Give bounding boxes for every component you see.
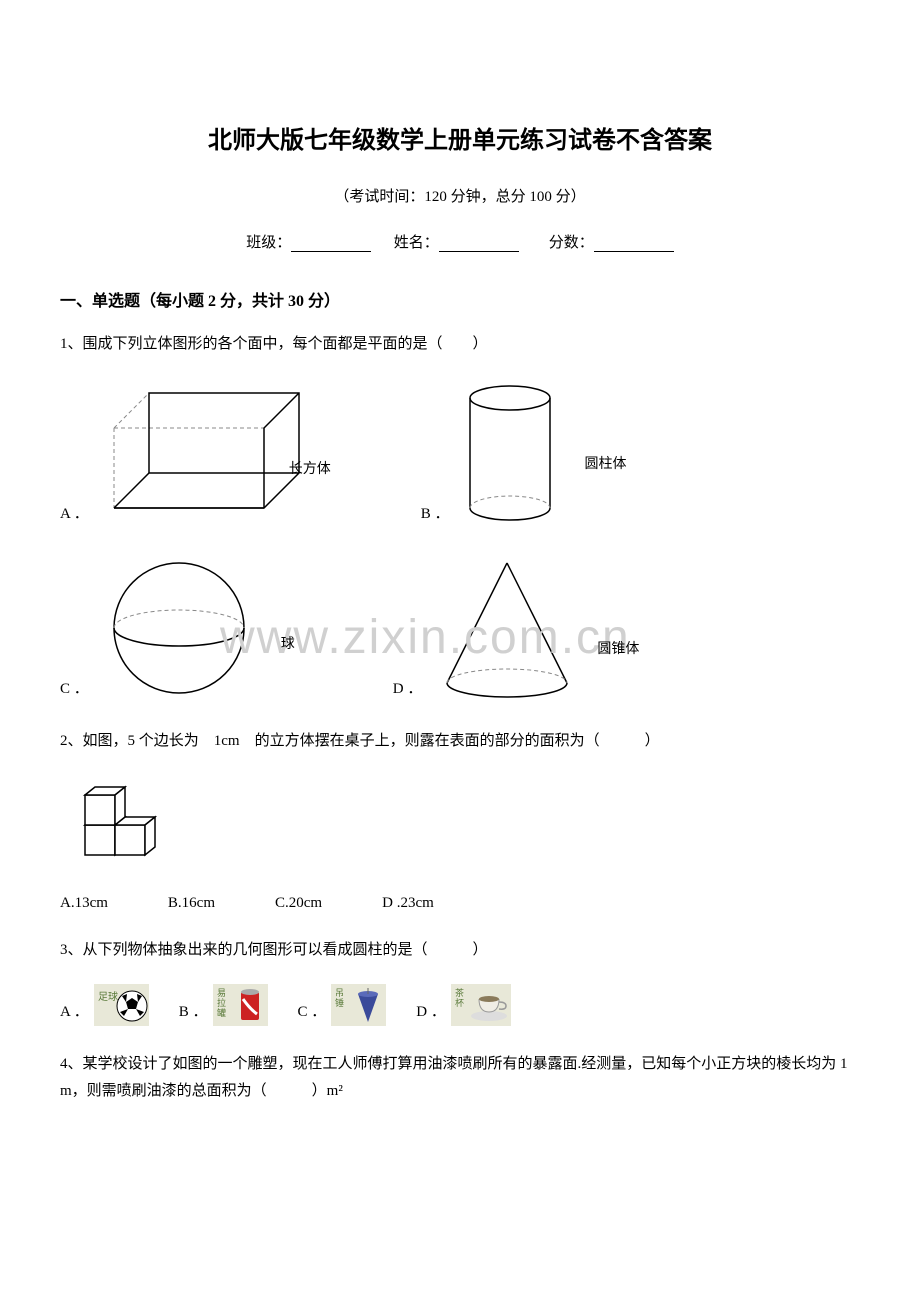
cup-label-1: 茶: [455, 987, 464, 998]
q1-optB-label: B ．: [421, 502, 450, 528]
q3-option-d: D ． 茶 杯: [416, 984, 511, 1026]
q2-cubes-figure: [60, 775, 860, 875]
form-line: 班级： 姓名： 分数：: [60, 231, 860, 252]
soccer-ball-icon: 足球: [94, 984, 149, 1026]
q2-options: A.13cm B.16cm C.20cm D .23cm: [60, 895, 860, 912]
q1-option-a: A ． 长方体: [60, 378, 361, 528]
score-blank: [594, 236, 674, 252]
class-blank: [291, 236, 371, 252]
cone-icon: [427, 553, 627, 703]
stacked-cubes-icon: [60, 775, 180, 875]
name-blank: [439, 236, 519, 252]
q3-option-a: A ． 足球: [60, 984, 149, 1026]
question-1-text: 1、围成下列立体图形的各个面中，每个面都是平面的是（ ）: [60, 331, 860, 358]
cuboid-text-label: 长方体: [289, 458, 331, 478]
q1-optC-label: C ．: [60, 677, 89, 703]
sphere-icon: [94, 553, 294, 703]
can-label-3: 罐: [217, 1007, 226, 1018]
q2-optA: A.13cm: [60, 895, 108, 912]
teacup-icon: 茶 杯: [451, 984, 511, 1026]
q3-option-b: B ． 易 拉 罐: [179, 984, 268, 1026]
q1-optA-label: A ．: [60, 502, 89, 528]
q3-optB-label: B ．: [179, 1000, 208, 1026]
q1-optD-label: D ．: [393, 677, 423, 703]
section-1-header: 一、单选题（每小题 2 分，共计 30 分）: [60, 287, 860, 311]
q2-optC: C.20cm: [275, 895, 322, 912]
q2-optB: B.16cm: [168, 895, 215, 912]
q3-option-c: C ． 吊 锤: [298, 984, 387, 1026]
q3-optD-label: D ．: [416, 1000, 446, 1026]
can-icon: 易 拉 罐: [213, 984, 268, 1026]
cone-label-2: 锤: [335, 997, 344, 1008]
cuboid-icon: [94, 378, 314, 528]
cone-label-1: 吊: [335, 988, 344, 998]
can-label-1: 易: [217, 988, 226, 998]
q1-options-row-1: A ． 长方体 B ． 圆柱体: [60, 378, 860, 528]
q2-optD: D .23cm: [382, 895, 434, 912]
score-label: 分数：: [549, 235, 594, 251]
cup-label-2: 杯: [455, 997, 464, 1008]
q1-option-c: C ． 球: [60, 553, 313, 703]
cone-text-label: 圆锥体: [597, 638, 639, 658]
q3-optC-label: C ．: [298, 1000, 327, 1026]
soccer-label: 足球: [98, 990, 118, 1003]
name-label: 姓名：: [394, 235, 439, 251]
cylinder-icon: [455, 378, 595, 528]
page-title: 北师大版七年级数学上册单元练习试卷不含答案: [60, 120, 860, 155]
q3-optA-label: A ．: [60, 1000, 89, 1026]
question-2-text: 2、如图，5 个边长为 1cm 的立方体摆在桌子上，则露在表面的部分的面积为（ …: [60, 728, 860, 755]
q1-options-row-2: C ． 球 D ． 圆锥体: [60, 553, 860, 703]
cylinder-text-label: 圆柱体: [585, 453, 627, 473]
class-label: 班级：: [246, 235, 291, 251]
exam-subtitle: （考试时间：120 分钟，总分 100 分）: [60, 185, 860, 206]
q1-option-b: B ． 圆柱体: [421, 378, 642, 528]
q3-options: A ． 足球 B ． 易 拉 罐 C ． 吊 锤: [60, 984, 860, 1026]
question-4-text: 4、某学校设计了如图的一个雕塑，现在工人师傅打算用油漆喷刷所有的暴露面.经测量，…: [60, 1051, 860, 1105]
plumb-cone-icon: 吊 锤: [331, 984, 386, 1026]
question-3-text: 3、从下列物体抽象出来的几何图形可以看成圆柱的是（ ）: [60, 937, 860, 964]
can-label-2: 拉: [217, 997, 226, 1008]
q1-option-d: D ． 圆锥体: [393, 553, 675, 703]
sphere-text-label: 球: [281, 633, 295, 653]
